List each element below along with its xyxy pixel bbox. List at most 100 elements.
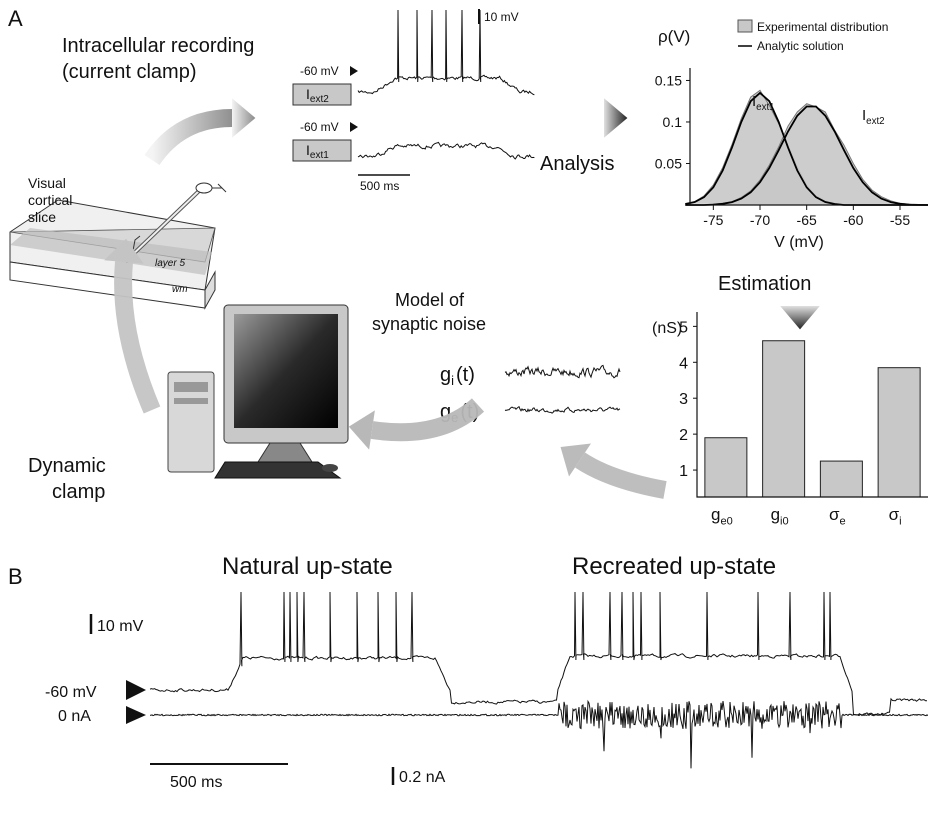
label: (current clamp) [62, 61, 196, 83]
voltage-trace [149, 591, 927, 716]
label: Estimation [718, 273, 811, 295]
label: Analysis [540, 153, 614, 175]
label: gi0 [771, 505, 789, 527]
pipette-holder [195, 182, 213, 194]
slice-side [204, 270, 216, 310]
drive [174, 382, 208, 392]
scale-label: 10 mV [484, 10, 519, 24]
label: slice [28, 209, 56, 225]
label: (t) [456, 364, 475, 386]
label: layer 5 [155, 258, 185, 269]
label: σ [829, 505, 840, 524]
marker [126, 706, 146, 724]
arrow-head [604, 98, 628, 138]
marker [350, 66, 358, 76]
x-tick-label: -55 [890, 212, 910, 228]
arrow-head [780, 306, 820, 330]
marker [350, 122, 358, 132]
arrow-shaft [575, 452, 667, 499]
label: gi (t) [440, 364, 475, 388]
label: Iext1 [752, 93, 775, 113]
voltage-trace [357, 9, 535, 96]
label: wm [172, 284, 188, 295]
fit-curve [685, 105, 928, 206]
y-axis-label: ρ(V) [658, 27, 690, 46]
legend-swatch [737, 19, 753, 33]
pipette [124, 189, 201, 263]
label: g [711, 505, 720, 524]
panel-label: B [8, 564, 23, 589]
label: g [771, 505, 780, 524]
trace-title: Natural up-state [222, 553, 393, 580]
label: σi [889, 505, 902, 527]
x-tick-label: -70 [750, 212, 770, 228]
scale-label: 0.2 nA [399, 769, 446, 786]
label: σ [889, 505, 900, 524]
panel-label: A [8, 6, 23, 31]
axis [696, 312, 928, 498]
axis [689, 68, 928, 206]
label: Dynamic [28, 455, 106, 477]
computer-illustration [167, 304, 349, 479]
x-tick-label: -75 [703, 212, 723, 228]
label: 0 nA [58, 708, 91, 725]
voltage-trace [357, 141, 535, 160]
label: cortical [28, 192, 72, 208]
label: -60 mV [45, 684, 97, 701]
label: Intracellular recording [62, 35, 254, 57]
conductance-trace [504, 405, 621, 414]
label: σe [829, 505, 846, 527]
label: e0 [720, 515, 732, 527]
x-tick-label: -60 [843, 212, 863, 228]
trace-title: Recreated up-state [572, 553, 776, 580]
label: Model of [395, 290, 465, 310]
y-tick-label: 1 [679, 463, 688, 480]
arrow-shaft [114, 261, 161, 414]
arrow-head [232, 98, 256, 138]
y-tick-label: 4 [679, 355, 688, 372]
label: -60 mV [300, 64, 339, 78]
label: g [440, 364, 451, 386]
arrow-shaft [370, 398, 485, 442]
label: e [840, 515, 846, 527]
label: ext1 [310, 150, 329, 161]
bar [704, 437, 748, 498]
label: i0 [780, 515, 789, 527]
scale-label: 10 mV [97, 618, 144, 635]
label: I [862, 107, 866, 124]
y-tick-label: 2 [679, 427, 688, 444]
y-tick-label: 0.05 [655, 155, 682, 171]
legend-label: Analytic solution [757, 39, 844, 53]
bar [877, 367, 921, 498]
conductance-trace [504, 364, 621, 379]
tower [167, 371, 215, 473]
label: I [306, 86, 310, 102]
y-tick-label: 5 [679, 319, 688, 336]
y-axis-label: (nS) [652, 320, 682, 337]
keyboard [214, 461, 342, 479]
box [292, 83, 352, 106]
label: ge0 [711, 505, 733, 527]
marker [126, 680, 146, 700]
box [292, 139, 352, 162]
label: Visual [28, 175, 66, 191]
electrode [212, 183, 227, 193]
bar [762, 340, 806, 498]
arrow-head [560, 443, 591, 477]
bar [819, 460, 863, 498]
drive [174, 398, 208, 404]
arrow-shaft [144, 109, 233, 166]
label: i [899, 515, 901, 527]
label: clamp [52, 481, 105, 503]
y-tick-label: 3 [679, 391, 688, 408]
label: ext2 [866, 116, 884, 127]
label: synaptic noise [372, 314, 486, 334]
label: -60 mV [300, 120, 339, 134]
scale-label: 500 ms [360, 179, 399, 193]
arrow-head [348, 410, 375, 450]
label: I [752, 93, 756, 110]
label: Iext2 [306, 86, 329, 105]
arrow-head [104, 238, 144, 264]
